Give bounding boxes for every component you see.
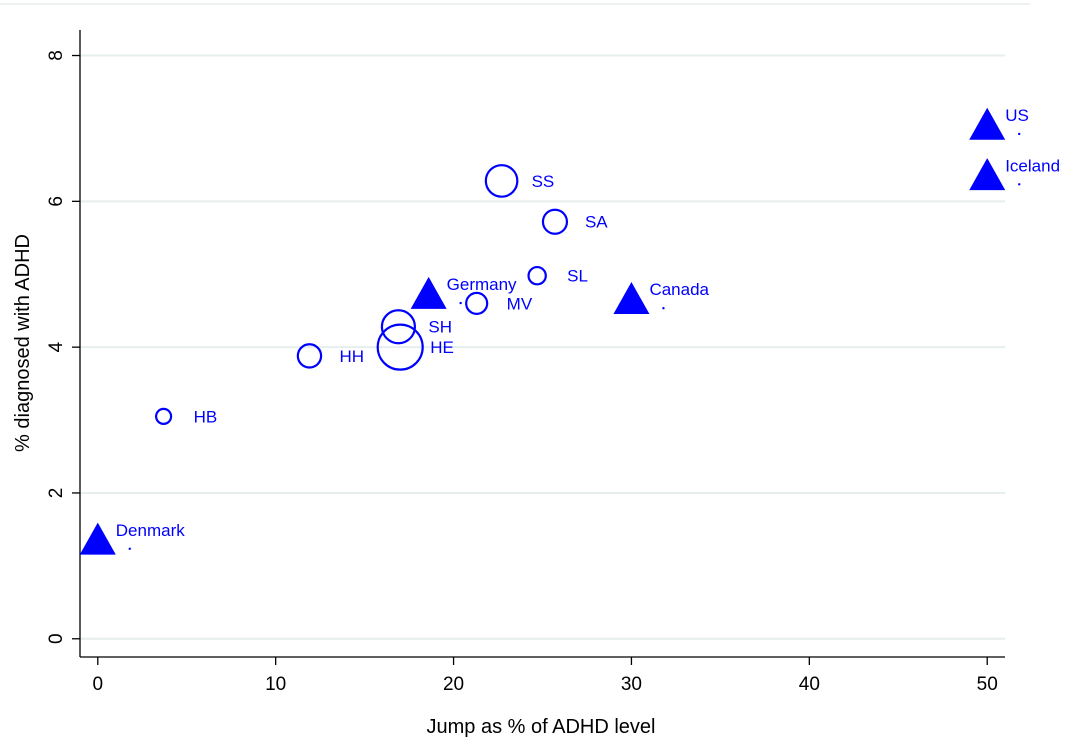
point-label-us: US (1005, 106, 1029, 125)
point-label-he: HE (430, 338, 454, 357)
x-axis-title: Jump as % of ADHD level (427, 716, 656, 738)
point-label-sa: SA (585, 213, 608, 232)
y-tick-label-2: 2 (46, 488, 67, 499)
point-marker-dot-iceland (1018, 183, 1021, 186)
grid-lines (80, 54, 1005, 640)
point-label-canada: Canada (649, 280, 709, 299)
point-sa (541, 208, 569, 235)
x-tick-label-30: 30 (621, 674, 642, 695)
point-mv (465, 291, 489, 316)
point-hh (296, 343, 323, 369)
point-label-denmark: Denmark (116, 521, 185, 540)
y-tick-label-8: 8 (46, 50, 67, 61)
x-tick-label-50: 50 (977, 674, 998, 695)
y-tick-label-4: 4 (46, 341, 67, 352)
y-tick-label-0: 0 (46, 633, 67, 644)
point-us (969, 107, 1006, 140)
point-sl (527, 265, 547, 286)
x-axis-ticks: 0 10 20 30 40 50 (92, 657, 998, 695)
point-label-iceland: Iceland (1005, 156, 1060, 175)
point-iceland (969, 158, 1006, 191)
point-he (376, 323, 424, 371)
point-hb (155, 407, 173, 426)
point-label-hh: HH (339, 347, 364, 366)
point-label-sl: SL (567, 267, 588, 286)
y-axis-ticks: 0 2 4 6 8 (46, 50, 80, 644)
point-denmark (79, 522, 116, 555)
point-label-hb: HB (194, 407, 218, 426)
x-tick-label-40: 40 (799, 674, 820, 695)
point-label-mv: MV (507, 294, 533, 313)
point-label-ss: SS (532, 172, 555, 191)
point-marker-dot-germany (459, 301, 462, 305)
x-tick-label-0: 0 (92, 674, 103, 695)
y-axis-title: % diagnosed with ADHD (12, 234, 34, 452)
point-sh (380, 309, 417, 345)
point-label-germany: Germany (447, 275, 517, 294)
y-tick-label-6: 6 (46, 196, 67, 207)
point-canada (613, 282, 650, 315)
point-marker-dot-us (1018, 132, 1021, 136)
point-marker-dot-canada (662, 307, 665, 310)
x-tick-label-20: 20 (443, 674, 464, 695)
point-label-sh: SH (428, 318, 452, 337)
point-marker-dot-denmark (128, 547, 131, 551)
point-ss (484, 164, 519, 198)
point-germany (410, 276, 447, 309)
x-tick-label-10: 10 (265, 674, 286, 695)
